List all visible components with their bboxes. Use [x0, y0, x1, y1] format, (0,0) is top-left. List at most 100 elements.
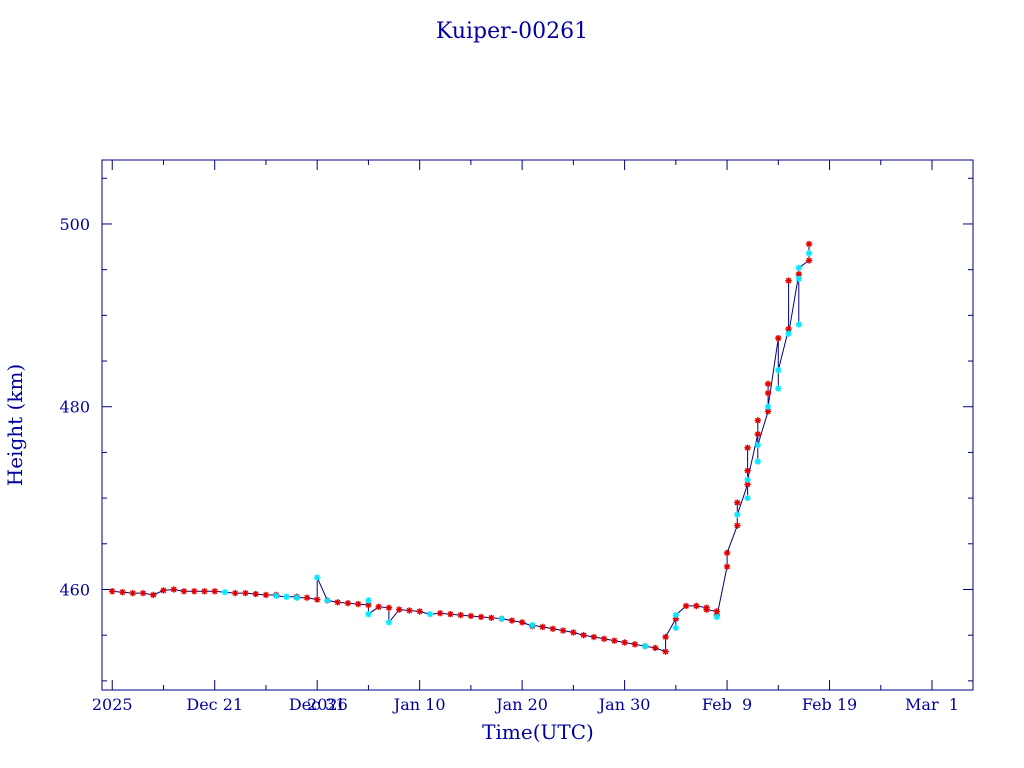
data-point: [734, 522, 741, 529]
data-point: [754, 430, 762, 438]
data-point: [795, 275, 802, 282]
data-point: [170, 586, 177, 593]
series-line: [112, 244, 810, 653]
data-point: [365, 597, 372, 604]
data-point: [549, 625, 557, 632]
y-axis-label: Height (km): [3, 364, 27, 486]
data-point: [744, 481, 751, 488]
data-point: [211, 588, 218, 595]
chart-title: Kuiper-00261: [436, 19, 588, 44]
data-point: [262, 591, 270, 599]
data-point: [631, 641, 639, 648]
plot-frame: [101, 159, 974, 691]
data-point: [426, 610, 434, 618]
data-point: [652, 644, 659, 652]
y-tick-label: 500: [59, 215, 90, 234]
data-point: [498, 615, 505, 622]
data-point: [447, 610, 454, 618]
data-point: [293, 594, 300, 601]
data-point: [611, 637, 618, 644]
data-point: [590, 633, 598, 641]
x-tick-label: Jan 10: [392, 695, 446, 714]
data-point: [744, 444, 751, 452]
data-point: [580, 631, 587, 639]
data-point: [764, 380, 772, 388]
data-point: [805, 250, 813, 257]
data-point: [529, 621, 536, 629]
data-point: [119, 589, 126, 596]
data-point: [252, 590, 259, 598]
data-point: [775, 385, 782, 392]
data-point: [672, 611, 680, 619]
data-point: [693, 602, 700, 610]
data-point: [221, 589, 229, 596]
data-point: [334, 599, 341, 606]
data-point: [488, 614, 495, 622]
data-point: [180, 588, 188, 595]
data-point: [242, 589, 249, 597]
data-point: [375, 603, 382, 611]
data-point: [160, 587, 167, 594]
data-point: [785, 330, 792, 337]
data-point: [785, 277, 792, 284]
data-point: [365, 610, 372, 618]
data-point: [641, 642, 649, 650]
data-point: [303, 594, 311, 601]
data-point: [662, 648, 669, 655]
data-point: [703, 606, 710, 613]
data-point: [313, 574, 321, 581]
data-point: [764, 403, 772, 410]
data-point: [682, 602, 690, 610]
x-tick-label: Feb 19: [802, 695, 857, 714]
data-point: [232, 589, 239, 597]
data-point: [744, 476, 751, 484]
data-point: [744, 467, 751, 474]
data-point: [754, 458, 762, 465]
x-tick-label: Dec 21: [186, 695, 243, 714]
x-tick-label: Jan 20: [494, 695, 548, 714]
x-tick-label: 2026: [307, 695, 348, 714]
data-point: [713, 613, 721, 621]
data-point: [273, 592, 280, 600]
x-tick-label: Mar 1: [905, 695, 959, 714]
data-point: [662, 633, 669, 641]
data-point: [559, 627, 567, 634]
data-point: [621, 639, 628, 646]
data-point: [795, 321, 802, 328]
x-tick-label: Dec 31: [289, 695, 346, 714]
data-point: [805, 257, 813, 264]
data-point: [139, 589, 147, 597]
data-point: [775, 334, 782, 342]
data-point: [201, 588, 208, 595]
data-point: [467, 612, 475, 620]
data-point: [477, 613, 485, 621]
data-point: [764, 408, 772, 415]
data-point: [508, 617, 516, 624]
data-point: [734, 511, 741, 518]
data-point: [344, 599, 352, 607]
data-point: [395, 606, 403, 613]
y-tick-label: 480: [59, 398, 90, 417]
data-point: [354, 600, 362, 608]
data-point: [518, 619, 526, 626]
data-point: [754, 441, 762, 449]
data-point: [385, 619, 393, 626]
data-point: [570, 629, 577, 636]
data-point: [600, 635, 608, 643]
data-point: [795, 264, 802, 272]
data-point: [109, 588, 116, 595]
y-tick-label: 460: [59, 580, 90, 599]
data-point: [385, 604, 393, 611]
data-point: [191, 588, 198, 595]
data-point: [734, 499, 741, 506]
data-point: [539, 623, 546, 631]
data-point: [283, 593, 290, 600]
data-point: [457, 611, 464, 619]
data-point: [129, 589, 136, 597]
data-point: [416, 608, 423, 615]
x-tick-label: Feb 9: [702, 695, 752, 714]
data-point: [672, 624, 680, 632]
data-point: [324, 597, 331, 604]
